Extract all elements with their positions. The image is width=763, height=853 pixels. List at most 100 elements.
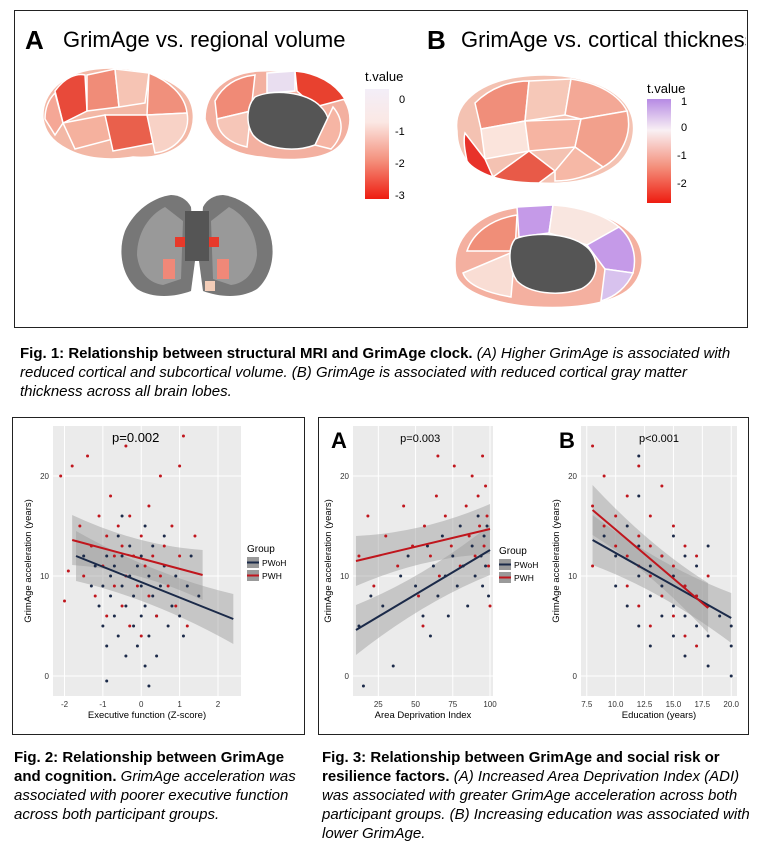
data-point <box>124 604 128 608</box>
data-point <box>421 624 425 628</box>
data-point <box>425 544 429 548</box>
legend-a-bar <box>365 89 389 199</box>
data-point <box>132 594 136 598</box>
x-axis-label: Education (years) <box>622 710 696 721</box>
data-point <box>481 454 485 458</box>
data-point <box>116 634 120 638</box>
data-point <box>143 564 147 568</box>
data-point <box>443 514 447 518</box>
data-point <box>464 504 468 508</box>
data-point <box>369 594 373 598</box>
x-tick-label: 50 <box>411 700 420 709</box>
data-point <box>414 584 418 588</box>
legend-a-title: t.value <box>365 69 403 84</box>
data-point <box>384 534 388 538</box>
brain-a-coronal <box>121 195 273 296</box>
data-point <box>660 484 664 488</box>
data-point <box>162 534 166 538</box>
y-tick-label: 10 <box>40 572 49 581</box>
data-point <box>97 514 101 518</box>
legend-a-tick: -3 <box>395 190 405 202</box>
data-point <box>170 524 174 528</box>
legend-a-tick: 0 <box>399 94 405 106</box>
data-point <box>706 664 710 668</box>
legend-b-tick: 1 <box>681 96 687 108</box>
data-point <box>729 624 733 628</box>
data-point <box>695 644 699 648</box>
data-point <box>105 679 109 683</box>
data-point <box>614 514 618 518</box>
data-point <box>440 534 444 538</box>
fig1-caption: Fig. 1: Relationship between structural … <box>20 344 750 401</box>
data-point <box>82 574 86 578</box>
data-point <box>402 504 406 508</box>
data-point <box>151 544 155 548</box>
data-point <box>93 594 97 598</box>
data-point <box>637 574 641 578</box>
panel-label: B <box>559 428 575 453</box>
data-point <box>451 554 455 558</box>
data-point <box>671 564 675 568</box>
brain-b-lateral <box>455 74 635 185</box>
data-point <box>155 654 159 658</box>
legend-a: t.value 0 -1 -2 -3 <box>365 69 405 202</box>
x-tick-label: 75 <box>448 700 457 709</box>
data-point <box>614 584 618 588</box>
data-point <box>406 554 410 558</box>
data-point <box>178 614 182 618</box>
data-point <box>120 554 124 558</box>
data-point <box>602 524 606 528</box>
x-tick-label: 20.0 <box>723 700 739 709</box>
x-tick-label: -2 <box>61 700 69 709</box>
y-tick-label: 10 <box>568 572 577 581</box>
data-point <box>155 614 159 618</box>
legend-b-bar <box>647 99 671 203</box>
fit-line <box>591 509 709 609</box>
data-point <box>189 554 193 558</box>
data-point <box>422 524 426 528</box>
data-point <box>625 604 629 608</box>
data-point <box>473 554 477 558</box>
data-point <box>683 614 687 618</box>
data-point <box>637 454 641 458</box>
legend-entry: PWoH <box>514 560 538 570</box>
fit-line <box>355 528 491 562</box>
data-point <box>166 624 170 628</box>
data-point <box>671 524 675 528</box>
data-point <box>112 564 116 568</box>
data-point <box>128 544 132 548</box>
legend-b-tick: -1 <box>677 150 687 162</box>
data-point <box>625 524 629 528</box>
x-tick-label: 17.5 <box>695 700 711 709</box>
data-point <box>135 584 139 588</box>
data-point <box>729 644 733 648</box>
data-point <box>147 684 151 688</box>
y-tick-label: 10 <box>340 572 349 581</box>
legend-b-tick: -2 <box>677 178 687 190</box>
data-point <box>178 464 182 468</box>
data-point <box>660 594 664 598</box>
fig1-panel: A GrimAge vs. regional volume B GrimAge … <box>14 10 756 328</box>
data-point <box>591 504 595 508</box>
data-point <box>185 584 189 588</box>
brain-a-lateral <box>42 67 195 160</box>
fig1-title-b: GrimAge vs. cortical thickness <box>461 27 746 52</box>
data-point <box>660 554 664 558</box>
data-point <box>683 544 687 548</box>
data-point <box>162 544 166 548</box>
data-point <box>421 614 425 618</box>
data-point <box>147 594 151 598</box>
brain-b-medial <box>454 204 643 309</box>
x-tick-label: 12.5 <box>637 700 653 709</box>
chart-title: p=0.002 <box>112 430 159 445</box>
data-point <box>625 554 629 558</box>
fig2-panel: -2 -1 0 1 2 0 10 20 p=0.002 Executive function (Z… <box>12 417 305 735</box>
data-point <box>637 494 641 498</box>
data-point <box>128 624 132 628</box>
data-point <box>718 614 722 618</box>
data-point <box>485 524 489 528</box>
legend-b-title: t.value <box>647 81 685 96</box>
data-point <box>706 544 710 548</box>
data-point <box>139 614 143 618</box>
data-point <box>436 594 440 598</box>
